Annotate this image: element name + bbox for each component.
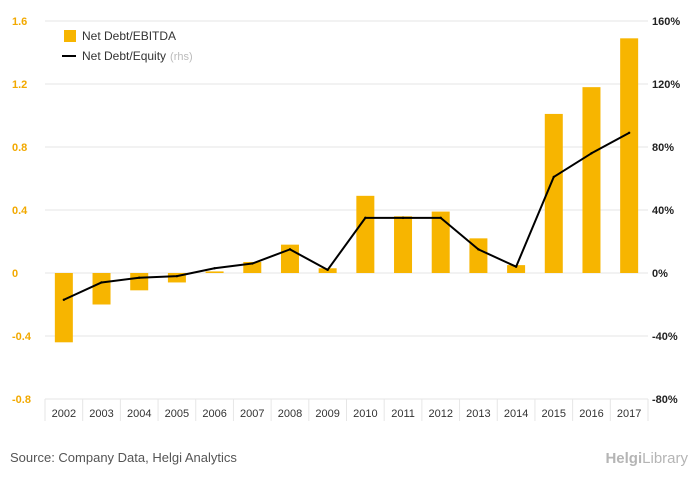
bar <box>582 87 601 274</box>
line-point <box>401 216 405 220</box>
line-point <box>213 267 216 270</box>
y-right-tick-label: 0% <box>652 268 668 280</box>
x-tick-label: 2003 <box>89 408 113 420</box>
line-point <box>100 281 103 284</box>
y-left-tick-label: 1.6 <box>12 16 27 28</box>
bar <box>167 273 186 283</box>
x-tick-label: 2013 <box>466 408 490 420</box>
x-tick-label: 2017 <box>617 408 641 420</box>
y-left-tick-label: 0.8 <box>12 142 27 154</box>
x-tick-label: 2006 <box>202 408 226 420</box>
source-note: Source: Company Data, Helgi Analytics <box>10 450 237 465</box>
y-left-tick-label: -0.4 <box>12 331 32 343</box>
bar <box>92 273 111 305</box>
bar <box>620 38 639 274</box>
line-point <box>364 216 367 220</box>
line-point <box>590 152 593 155</box>
y-left-tick-label: 0 <box>12 268 18 280</box>
y-left-tick-label: 0.4 <box>12 205 28 217</box>
x-tick-label: 2002 <box>52 408 76 420</box>
bar <box>507 265 526 273</box>
x-tick-label: 2010 <box>353 408 377 420</box>
y-right-tick-label: 40% <box>652 205 674 217</box>
line-point <box>288 248 292 251</box>
bar <box>394 216 413 273</box>
legend-label-line-name: Net Debt/Equity <box>82 49 166 63</box>
x-tick-label: 2007 <box>240 408 264 420</box>
bar <box>356 195 375 273</box>
line-point <box>477 248 480 251</box>
bar <box>431 211 450 273</box>
y-right-tick-label: 160% <box>652 16 680 28</box>
x-tick-label: 2005 <box>165 408 189 420</box>
legend: Net Debt/EBITDA Net Debt/Equity (rhs) <box>62 29 193 63</box>
bar <box>469 238 488 273</box>
line-point <box>251 262 254 265</box>
y-right-tick-label: -80% <box>652 394 678 406</box>
x-tick-label: 2016 <box>579 408 603 420</box>
line-point <box>627 131 631 135</box>
legend-swatch-bar <box>64 30 76 42</box>
bar <box>205 271 224 273</box>
combo-chart: -0.8 -80% -0.4 -40% 0 0% 0.4 40% 0.8 80% 1.2 120% 1.… <box>12 16 680 421</box>
y-left-tick-label: 1.2 <box>12 79 27 91</box>
x-tick-label: 2015 <box>542 408 566 420</box>
series-line <box>63 131 630 301</box>
x-tick-label: 2012 <box>428 408 452 420</box>
y-right-tick-label: 80% <box>652 142 674 154</box>
line-point <box>514 265 518 268</box>
x-tick-label: 2004 <box>127 408 151 420</box>
line-series <box>62 131 631 301</box>
bar <box>544 113 563 273</box>
logo-light: Library <box>642 450 688 467</box>
legend-label-line: Net Debt/Equity (rhs) <box>82 49 193 63</box>
line-point <box>326 268 329 272</box>
line-point <box>175 274 179 278</box>
x-tick-label: 2014 <box>504 408 528 420</box>
y-right-tick-label: 120% <box>652 79 680 91</box>
y-right-tick-label: -40% <box>652 331 678 343</box>
bar <box>54 273 73 343</box>
legend-label-bar: Net Debt/EBITDA <box>82 29 176 43</box>
logo-bold: Helgi <box>605 450 643 467</box>
line-point <box>62 298 66 301</box>
y-left-tick-label: -0.8 <box>12 394 31 406</box>
line-point <box>138 276 141 279</box>
x-tick-label: 2011 <box>391 408 415 420</box>
bar <box>130 273 149 291</box>
helgi-library-logo: HelgiLibrary <box>605 450 688 467</box>
x-tick-label: 2009 <box>315 408 339 420</box>
line-point <box>552 175 555 179</box>
x-tick-label: 2008 <box>278 408 302 420</box>
legend-label-line-note: (rhs) <box>170 51 193 63</box>
line-point <box>439 216 442 220</box>
axes: -0.8 -80% -0.4 -40% 0 0% 0.4 40% 0.8 80% 1.2 120% 1.… <box>12 16 680 420</box>
bar <box>243 261 262 273</box>
